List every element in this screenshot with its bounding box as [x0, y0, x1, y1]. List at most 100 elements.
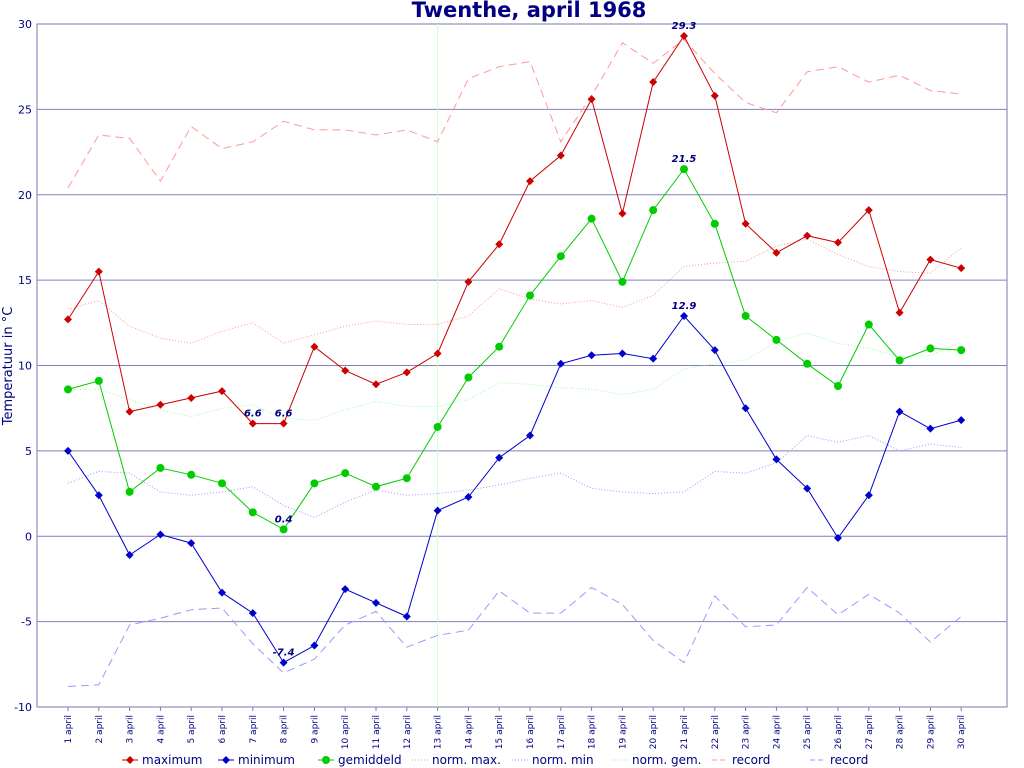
y-tick-label: 30	[18, 18, 32, 31]
data-point	[495, 240, 504, 249]
data-point	[464, 373, 473, 382]
x-tick-label: 21 april	[680, 715, 690, 749]
legend-marker	[126, 756, 134, 764]
data-point	[680, 31, 688, 40]
legend-entry: gemiddeld	[318, 753, 402, 767]
x-tick-label: 26 april	[834, 715, 844, 749]
data-point	[649, 78, 658, 87]
data-point	[279, 658, 288, 667]
data-label: 12.9	[672, 301, 697, 312]
data-point	[803, 484, 812, 493]
data-point	[156, 463, 165, 472]
y-tick-label: 0	[25, 530, 32, 543]
data-label: 6.6	[244, 409, 262, 420]
x-tick-label: 27 april	[865, 715, 875, 749]
x-tick-label: 23 april	[742, 715, 752, 749]
x-axis-ticks: 1 april 2 april 3 april 4 april 5 april 6 apr…	[64, 707, 967, 749]
data-point	[864, 206, 873, 215]
data-point	[741, 219, 750, 228]
series-record	[67, 38, 962, 189]
x-tick-label: 1 april	[64, 715, 74, 744]
legend-entry: record	[712, 753, 770, 767]
x-tick-label: 11 april	[372, 715, 382, 749]
data-point	[772, 335, 781, 344]
data-point	[279, 419, 288, 428]
series-record	[67, 586, 962, 687]
data-point	[895, 308, 904, 317]
data-point	[926, 255, 935, 264]
data-point	[556, 151, 565, 160]
y-axis-label: Temperatuur in °C	[1, 307, 16, 427]
x-tick-label: 7 april	[249, 715, 259, 744]
data-label: 21.5	[672, 154, 697, 165]
data-point	[156, 400, 165, 409]
data-point	[834, 533, 842, 542]
x-tick-label: 20 april	[649, 715, 659, 749]
legend-entry: norm. gem.	[612, 753, 702, 767]
data-point	[680, 165, 688, 174]
data-point	[433, 349, 442, 358]
data-point	[710, 219, 719, 228]
data-point	[372, 482, 380, 491]
data-label: 29.3	[672, 21, 697, 32]
x-tick-label: 10 april	[341, 715, 351, 749]
data-point	[310, 479, 319, 488]
y-tick-label: 15	[18, 274, 32, 287]
grid-lines	[36, 23, 1008, 708]
data-point	[341, 469, 350, 478]
data-label: 6.6	[275, 409, 293, 420]
series-line	[67, 434, 962, 519]
data-point	[895, 356, 904, 365]
series-norm-min	[67, 434, 962, 519]
data-label: -7.4	[273, 648, 295, 659]
data-point	[464, 277, 473, 286]
series-line	[68, 332, 962, 421]
legend-entry: minimum	[218, 753, 295, 767]
data-point	[680, 311, 688, 320]
data-point	[957, 264, 966, 273]
legend-label: norm. max.	[432, 753, 501, 767]
data-point	[526, 291, 534, 300]
y-tick-label: 25	[18, 103, 32, 116]
x-tick-label: 16 april	[526, 715, 536, 749]
series-line	[67, 35, 962, 425]
legend-label: record	[732, 753, 770, 767]
data-point	[125, 407, 134, 416]
x-tick-label: 12 april	[403, 715, 413, 749]
data-point	[187, 539, 196, 548]
data-point	[526, 431, 534, 440]
data-point	[834, 238, 842, 247]
x-tick-label: 5 april	[187, 715, 197, 744]
data-point	[94, 267, 103, 276]
data-point	[587, 351, 596, 360]
data-point	[125, 487, 134, 496]
data-point	[803, 231, 812, 240]
data-point	[125, 551, 134, 560]
y-tick-label: 5	[25, 445, 32, 458]
y-tick-label: 20	[18, 189, 32, 202]
data-point	[310, 342, 319, 351]
data-point	[772, 455, 781, 464]
data-point	[587, 214, 596, 223]
data-point	[433, 422, 442, 431]
y-axis-ticks: -10 -5 0 5 10 15 20 25 30	[14, 18, 32, 714]
data-point	[310, 641, 319, 650]
data-point	[587, 95, 596, 104]
x-tick-label: 14 april	[464, 715, 474, 749]
data-point	[556, 252, 565, 261]
series-maximum	[64, 31, 966, 428]
data-point	[618, 349, 627, 358]
legend-marker	[222, 756, 230, 764]
data-point	[710, 346, 719, 355]
data-point	[556, 359, 565, 368]
series-line	[67, 238, 962, 344]
data-point	[248, 609, 257, 618]
legend-label: maximum	[142, 753, 202, 767]
series-minimum	[64, 311, 966, 667]
data-point	[464, 492, 473, 501]
x-tick-label: 4 april	[156, 715, 166, 744]
series-norm-max-	[67, 238, 962, 344]
data-point	[64, 385, 72, 394]
data-point	[834, 381, 842, 390]
